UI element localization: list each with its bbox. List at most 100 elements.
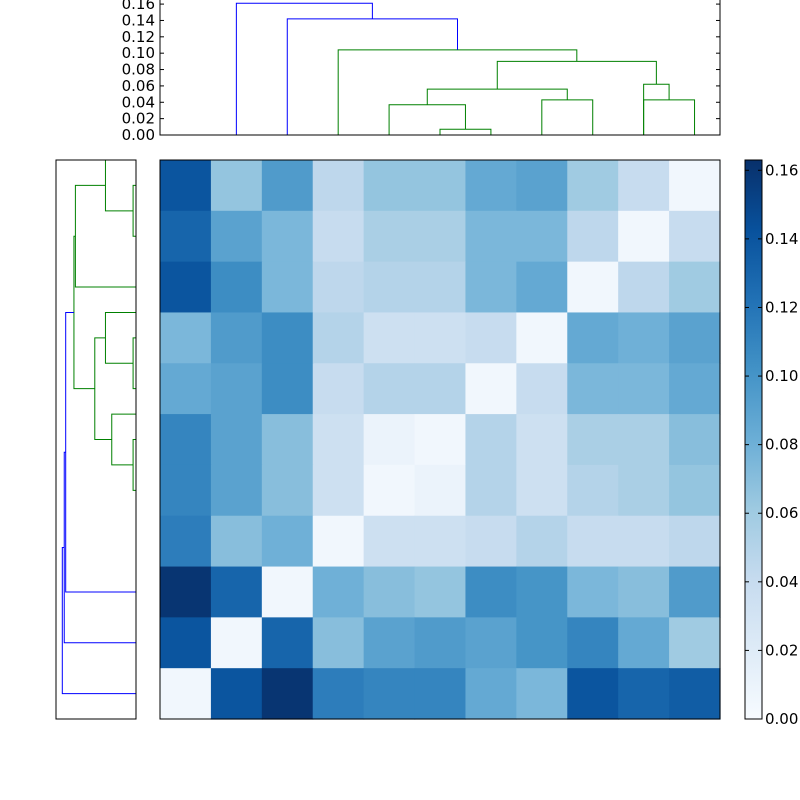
heatmap-cell [160,261,212,314]
heatmap-cell [669,160,721,212]
heatmap-cell [312,515,365,568]
heatmap-cell [669,414,721,466]
heatmap-cell [312,566,365,618]
heatmap-cell [618,261,670,314]
heatmap-cell [261,515,314,568]
heatmap-cell [261,414,314,466]
dendrogram-link [63,451,136,644]
heatmap-cell [465,566,517,618]
dendrogram-link [643,99,696,135]
heatmap-cell [516,210,568,263]
heatmap-cell [465,363,517,415]
heatmap-cell [516,261,568,314]
dendrogram-link [104,159,136,212]
heatmap-cell [567,363,619,415]
colorbar-tick-label: 0.08 [765,436,798,454]
dendrogram-link [235,2,373,135]
heatmap-cell [210,668,263,720]
colorbar-tick-label: 0.06 [765,504,798,522]
heatmap-cell [465,464,517,517]
dendrogram-link [439,128,492,135]
heatmap-cell [669,617,721,669]
heatmap-cell [160,668,212,720]
heatmap-cell [465,617,517,669]
heatmap-cell [210,515,263,568]
heatmap-cell [567,312,619,364]
heatmap-cell [210,414,263,466]
y-tick-label: 0.14 [122,11,155,29]
heatmap-cell [618,617,670,669]
heatmap-cell [160,515,212,568]
heatmap-cell [618,668,670,720]
heatmap-cell [414,363,467,415]
heatmap-cell [261,566,314,618]
heatmap-cell [363,160,416,212]
heatmap-cell [669,566,721,618]
heatmap-cell [669,363,721,415]
heatmap-cell [160,617,212,669]
heatmap-cell [516,617,568,669]
heatmap-cell [363,312,416,364]
heatmap-cell [160,414,212,466]
heatmap-cell [465,414,517,466]
heatmap-cell [414,312,467,364]
heatmap-cell [210,312,263,364]
dendrogram-link [65,311,136,593]
heatmap-cell [567,668,619,720]
colorbar-tick-label: 0.02 [765,641,798,659]
dendrogram-link [643,83,670,135]
heatmap-cell [516,363,568,415]
y-tick-label: 0.12 [122,28,155,46]
heatmap-cell [363,210,416,263]
heatmap-cell [261,160,314,212]
heatmap-cell [210,160,263,212]
heatmap-cell [567,160,619,212]
top-dendrogram-frame [159,0,721,136]
heatmap-cell [567,515,619,568]
heatmap-cell [618,210,670,263]
heatmap-cell [414,617,467,669]
y-tick-label: 0.10 [122,44,155,62]
colorbar-tick-label: 0.04 [765,573,798,591]
heatmap-cell [363,668,416,720]
dendrogram-link [94,337,112,440]
heatmap-frame [159,159,721,720]
heatmap-cell [261,363,314,415]
y-tick-label: 0.00 [122,126,155,144]
heatmap-cell [414,515,467,568]
heatmap-cell [363,261,416,314]
dendrogram-link [337,49,578,135]
heatmap-cell [414,210,467,263]
heatmap-cell [516,668,568,720]
heatmap-cell [618,160,670,212]
heatmap-cell [160,160,212,212]
heatmap-cell [261,312,314,364]
heatmap-cell [567,617,619,669]
heatmap-cell [465,261,517,314]
dendrogram-link [496,60,657,90]
heatmap-cell [516,515,568,568]
colorbar: 0.00 0.02 0.04 0.06 0.08 0.10 0.12 0.14 0.16 [744,159,798,728]
heatmap-cell [363,363,416,415]
y-tick-label: 0.02 [122,110,155,128]
heatmap-cell [312,363,365,415]
heatmap-cell [669,668,721,720]
heatmap-cell [516,414,568,466]
heatmap-cell [210,363,263,415]
heatmap-cell [363,464,416,517]
heatmap-cell [669,210,721,263]
heatmap-cell [312,160,365,212]
heatmap-cell [669,312,721,364]
colorbar-tick-label: 0.00 [765,710,798,728]
dendrogram-link [132,184,136,237]
dendrogram-link [388,104,466,135]
heatmap-cell [567,566,619,618]
heatmap-cell [414,566,467,618]
left-dendrogram-frame [55,159,137,720]
heatmap-cell [618,566,670,618]
heatmap-cell [414,464,467,517]
heatmap-cell [210,566,263,618]
heatmap-cell [160,210,212,263]
colorbar-tick-label: 0.12 [765,298,798,316]
